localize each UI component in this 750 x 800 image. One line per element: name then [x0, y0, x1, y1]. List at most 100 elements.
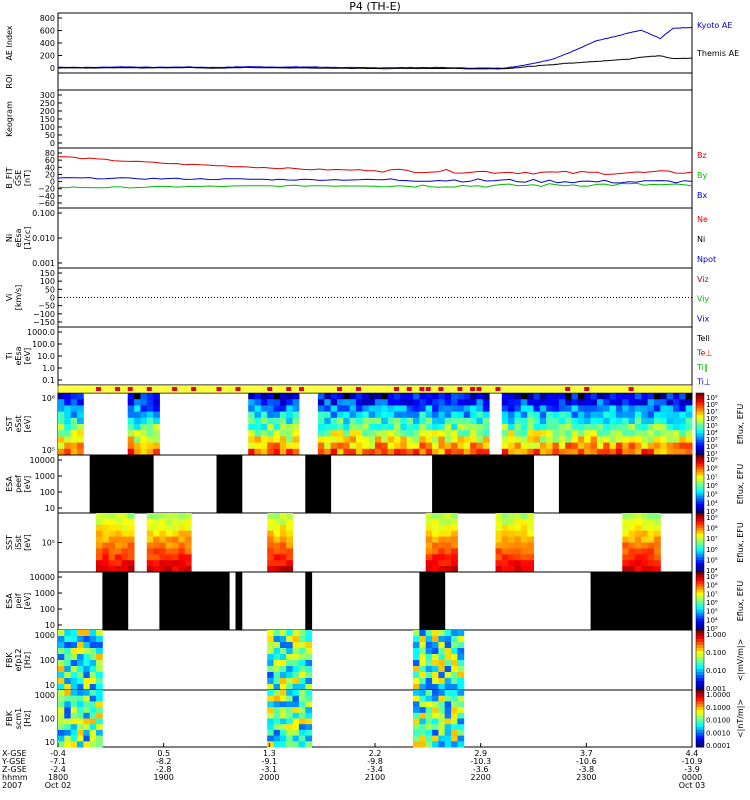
heatmap-cell: [565, 472, 572, 479]
heatmap-cell: [77, 424, 84, 431]
heatmap-cell: [685, 448, 693, 456]
heatmap-cell: [451, 507, 458, 514]
heatmap-cell: [413, 707, 420, 714]
heatmap-cell: [172, 524, 179, 532]
heatmap-cell: [58, 672, 65, 679]
heatmap-cell: [362, 430, 370, 437]
heatmap-cell: [298, 701, 306, 708]
heatmap-cell: [108, 501, 116, 508]
colorbar-step: [696, 455, 704, 459]
heatmap-cell: [634, 601, 642, 608]
heatmap-cell: [419, 654, 427, 661]
heatmap-cell: [679, 472, 687, 479]
heatmap-cell: [628, 530, 636, 538]
heatmap-cell: [115, 577, 122, 585]
heatmap-cell: [603, 577, 610, 585]
heatmap-cell: [438, 729, 446, 737]
heatmap-cell: [476, 507, 484, 514]
heatmap-cell: [438, 484, 446, 491]
heatmap-cell: [394, 442, 401, 450]
panel-sst_e: SST eSst [eV]10⁶10⁵10⁹10⁸10⁷10⁶10⁵10⁴10³10…: [5, 392, 745, 458]
heatmap-cell: [115, 484, 122, 491]
heatmap-cell: [590, 601, 598, 608]
heatmap-cell: [146, 472, 154, 479]
colorbar-step: [696, 551, 704, 555]
heatmap-cell: [647, 417, 655, 425]
panel-ylabel: eEsa: [14, 228, 23, 247]
heatmap-cell: [501, 436, 509, 444]
heatmap-cell: [501, 489, 509, 497]
heatmap-cell: [596, 595, 604, 602]
heatmap-cell: [641, 583, 649, 590]
heatmap-cell: [628, 606, 636, 614]
heatmap-cell: [520, 507, 528, 514]
heatmap-cell: [520, 411, 528, 419]
heatmap-cell: [153, 542, 160, 549]
panel-ylabel: [1/cc]: [23, 227, 32, 250]
heatmap-cell: [457, 741, 465, 748]
heatmap-cell: [533, 411, 541, 419]
panel-ylabel: scm1: [14, 708, 23, 729]
heatmap-cell: [501, 484, 509, 491]
panel-fbk_b: FBK scm1 [Hz]1000100101.00000.10000.01000.…: [5, 689, 745, 750]
heatmap-cell: [432, 624, 439, 631]
heatmap-cell: [368, 442, 376, 450]
colorbar-step: [696, 518, 704, 523]
heatmap-cell: [558, 448, 566, 456]
heatmap-cell: [394, 405, 401, 413]
heatmap-cell: [596, 507, 604, 514]
heatmap-cell: [102, 618, 110, 625]
heatmap-cell: [368, 430, 376, 437]
heatmap-cell: [603, 583, 610, 590]
heatmap-cell: [628, 484, 636, 491]
heatmap-cell: [324, 472, 332, 479]
heatmap-cell: [634, 411, 642, 419]
heatmap-cell: [590, 411, 598, 419]
heatmap-cell: [273, 724, 281, 731]
heatmap-cell: [317, 430, 325, 437]
heatmap-cell: [419, 448, 427, 456]
heatmap-cell: [520, 466, 528, 473]
heatmap-cell: [520, 513, 528, 520]
heatmap-cell: [457, 718, 465, 725]
heatmap-cell: [673, 501, 680, 508]
heatmap-cell: [634, 536, 642, 543]
heatmap-cell: [77, 636, 84, 643]
heatmap-cell: [615, 495, 623, 502]
heatmap-cell: [520, 436, 528, 444]
heatmap-cell: [444, 448, 452, 456]
heatmap-cell: [514, 542, 522, 549]
heatmap-cell: [501, 411, 509, 419]
colorbar-step: [696, 729, 704, 734]
heatmap-cell: [444, 399, 452, 406]
heatmap-cell: [679, 484, 687, 491]
heatmap-cell: [482, 442, 490, 450]
heatmap-cell: [127, 399, 135, 406]
heatmap-cell: [254, 417, 262, 425]
heatmap-cell: [273, 684, 281, 691]
heatmap-cell: [679, 466, 687, 473]
heatmap-cell: [501, 424, 509, 431]
heatmap-cell: [273, 690, 281, 697]
heatmap-cell: [647, 589, 655, 596]
heatmap-cell: [527, 430, 534, 437]
status-mark: [146, 387, 152, 391]
heatmap-cell: [108, 524, 116, 532]
heatmap-cell: [666, 595, 674, 602]
panel-ylabel: Ni: [5, 234, 14, 242]
heatmap-cell: [685, 612, 693, 619]
colorbar-step: [696, 645, 704, 649]
colorbar-step: [696, 475, 704, 479]
colorbar-step: [696, 603, 704, 608]
heatmap-cell: [457, 630, 465, 637]
heatmap-cell: [457, 636, 465, 643]
colorbar-tick: 0.0001: [706, 742, 731, 750]
heatmap-cell: [634, 393, 642, 400]
ytick-label: −100: [33, 310, 55, 319]
colorbar-step: [696, 618, 704, 622]
heatmap-cell: [508, 405, 515, 413]
heatmap-cell: [267, 524, 274, 532]
heatmap-cell: [647, 489, 655, 497]
colorbar-tick: 10⁵: [706, 491, 718, 499]
heatmap-cell: [666, 612, 674, 619]
